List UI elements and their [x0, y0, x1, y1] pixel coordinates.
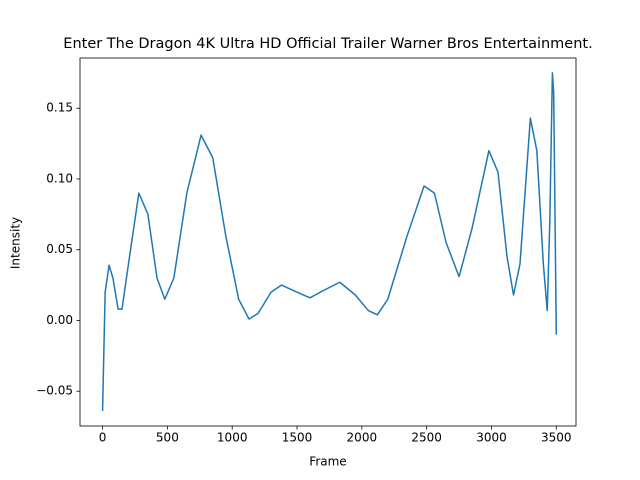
data-line — [101, 72, 558, 412]
x-tick-label: 0 — [99, 431, 107, 445]
chart-title: Enter The Dragon 4K Ultra HD Official Tr… — [63, 36, 592, 52]
x-tick-label: 3000 — [476, 431, 507, 445]
y-axis-label: Intensity — [9, 217, 23, 269]
y-tick-label: −0.05 — [36, 384, 73, 398]
y-tick-label: 0.00 — [46, 313, 73, 327]
plot-frame — [79, 57, 577, 427]
x-tick-label: 1500 — [282, 431, 313, 445]
y-tick-label: 0.15 — [46, 101, 73, 115]
x-axis-label: Frame — [309, 455, 346, 469]
y-tick-label: 0.10 — [46, 171, 73, 185]
y-tick-label: 0.05 — [46, 242, 73, 256]
x-tick-label: 2000 — [347, 431, 378, 445]
x-tick-label: 500 — [156, 431, 179, 445]
x-tick-label: 1000 — [217, 431, 248, 445]
x-tick-label: 2500 — [411, 431, 442, 445]
x-tick-label: 3500 — [541, 431, 572, 445]
